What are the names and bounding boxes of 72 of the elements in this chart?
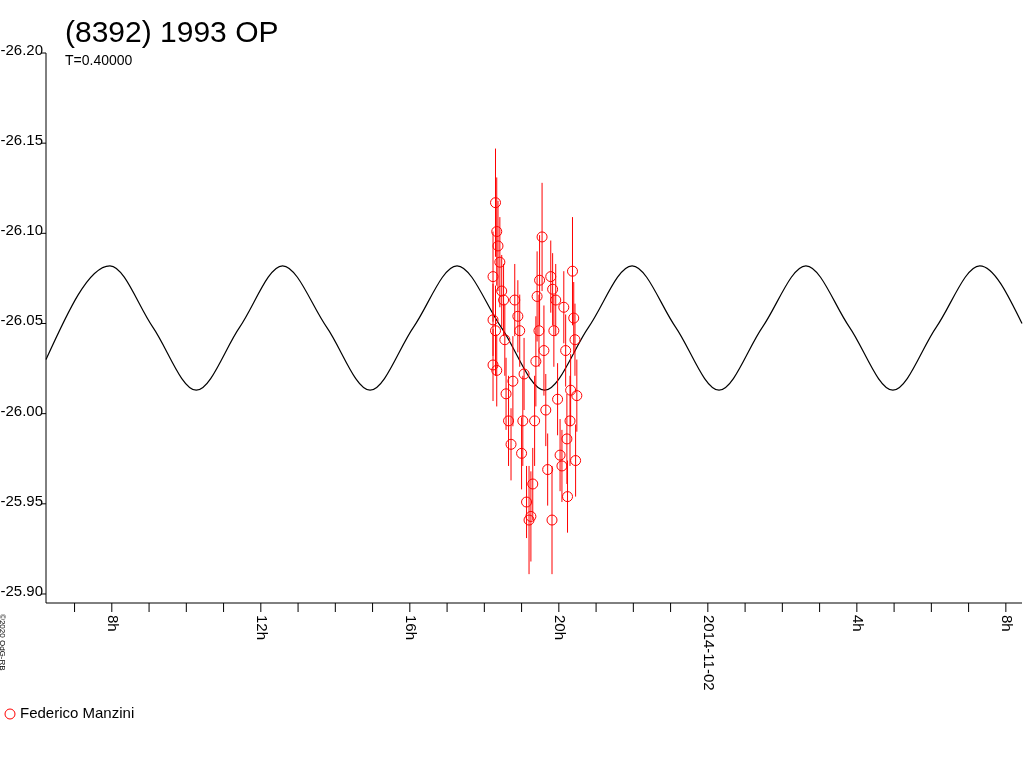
legend-label: Federico Manzini	[20, 703, 135, 721]
point	[533, 325, 545, 337]
point	[514, 325, 526, 337]
point	[487, 359, 499, 371]
point	[540, 404, 552, 416]
point	[509, 294, 521, 306]
point	[491, 364, 503, 376]
point	[487, 271, 499, 283]
point	[534, 274, 546, 286]
point	[569, 334, 581, 346]
point	[536, 231, 548, 243]
x-tick-label: 12h	[253, 615, 271, 641]
point	[512, 310, 524, 322]
point	[505, 438, 517, 450]
y-tick-label: -26.05	[0, 311, 43, 329]
y-tick-label: -25.95	[0, 491, 43, 509]
x-tick-label: 4h	[849, 615, 867, 632]
point	[562, 491, 574, 503]
point	[545, 271, 557, 283]
x-tick-label: 2014-11-02	[700, 615, 718, 691]
point	[547, 283, 559, 295]
point	[546, 514, 558, 526]
text: ©2020 OdG-RB	[0, 614, 7, 671]
point	[492, 240, 504, 252]
y-tick-label: -26.00	[0, 401, 43, 419]
y-tick-label: -26.20	[0, 40, 43, 58]
point	[531, 290, 543, 302]
chart-title: (8392) 1993 OP	[65, 15, 279, 48]
point	[570, 455, 582, 467]
point	[498, 294, 510, 306]
point	[503, 415, 515, 427]
point	[487, 314, 499, 326]
x-tick-label: 8h	[998, 615, 1016, 632]
point	[568, 312, 580, 324]
point	[554, 449, 566, 461]
point	[565, 384, 577, 396]
point	[523, 514, 535, 526]
point	[530, 355, 542, 367]
y-tick-label: -26.10	[0, 221, 43, 239]
point	[496, 285, 508, 297]
point	[491, 226, 503, 238]
point	[564, 415, 576, 427]
point	[556, 460, 568, 472]
point	[561, 433, 573, 445]
point	[566, 265, 578, 277]
point	[538, 345, 550, 357]
point	[490, 325, 502, 337]
point	[525, 510, 537, 522]
point	[500, 388, 512, 400]
point	[529, 415, 541, 427]
point	[517, 415, 529, 427]
point	[527, 478, 539, 490]
chart-subtitle: T=0.40000	[65, 52, 133, 68]
point	[558, 301, 570, 313]
x-tick-label: 20h	[551, 615, 569, 641]
point	[518, 368, 530, 380]
point	[571, 390, 583, 402]
point	[552, 393, 564, 405]
point	[516, 447, 528, 459]
point	[542, 464, 554, 476]
point	[560, 345, 572, 357]
x-tick-label: 8h	[104, 615, 122, 632]
point	[490, 197, 502, 209]
y-tick-label: -25.90	[0, 581, 43, 599]
x-tick-label: 16h	[402, 615, 420, 641]
y-tick-label: -26.15	[0, 131, 43, 149]
point	[507, 375, 519, 387]
point	[499, 334, 511, 346]
point	[494, 256, 506, 268]
point	[550, 294, 562, 306]
point	[548, 325, 560, 337]
point	[521, 496, 533, 508]
